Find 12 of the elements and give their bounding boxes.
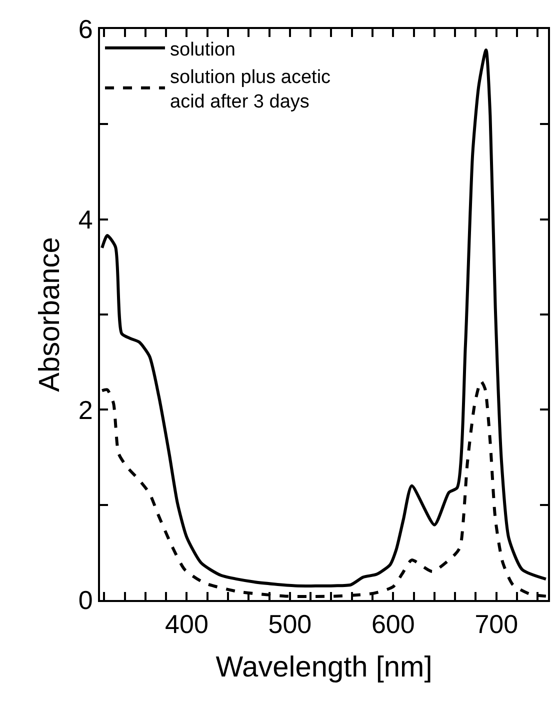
y-tick-label: 6: [78, 14, 93, 44]
legend-label: solution: [170, 39, 236, 60]
x-tick-label: 700: [474, 609, 518, 640]
x-axis-title: Wavelength [nm]: [216, 652, 432, 684]
y-tick-label: 2: [78, 394, 93, 425]
x-tick-label: 600: [371, 609, 415, 640]
legend-label: solution plus acetic acid after 3 days: [170, 66, 331, 113]
x-tick-label: 400: [165, 609, 208, 640]
y-axis-title: Absorbance: [34, 237, 66, 392]
x-tick-label: 500: [268, 609, 312, 640]
y-tick-label: 0: [78, 585, 93, 616]
y-tick-label: 4: [78, 204, 93, 234]
